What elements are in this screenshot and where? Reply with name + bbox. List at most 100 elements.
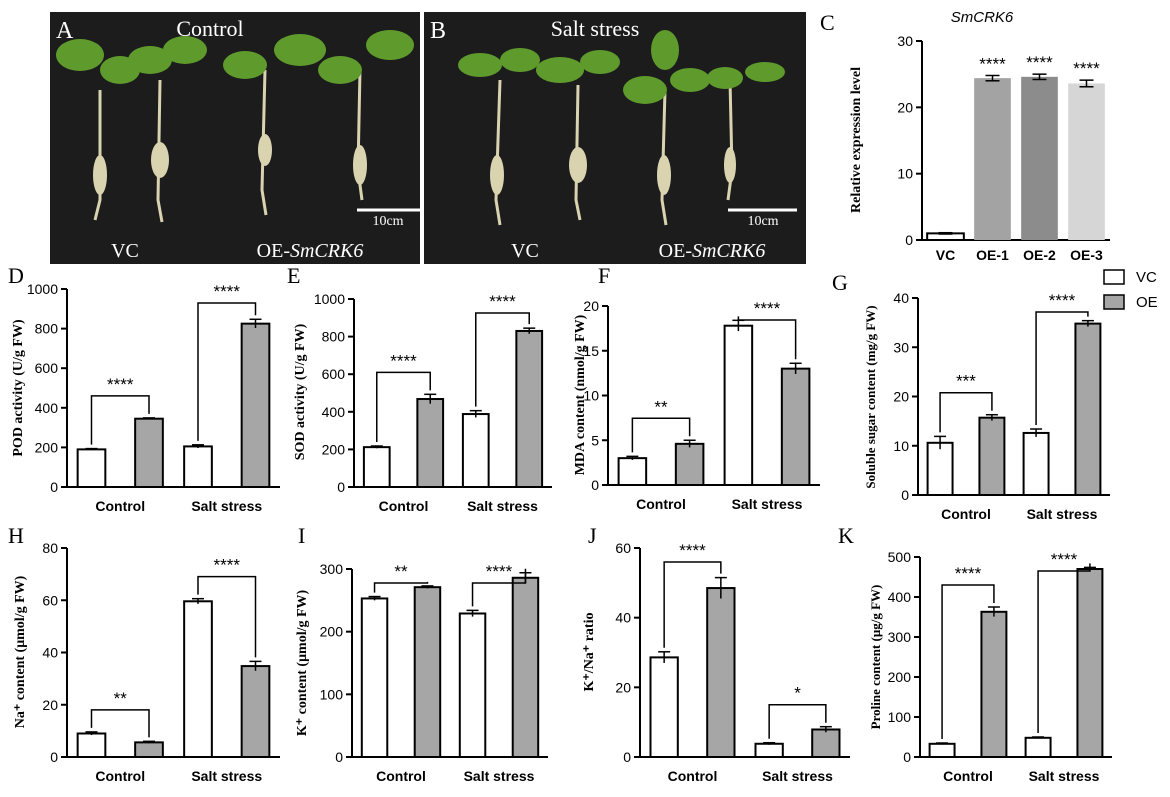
chart-title: SmCRK6 bbox=[951, 9, 1014, 26]
x-tick-label: Control bbox=[941, 506, 991, 522]
y-tick-label: 500 bbox=[888, 549, 912, 565]
panel-label-e: E bbox=[287, 263, 300, 288]
bar-oe-salt-stress bbox=[240, 665, 271, 759]
significance-bracket bbox=[631, 417, 691, 453]
x-tick-label: Control bbox=[376, 768, 426, 784]
significance-label: *** bbox=[956, 372, 976, 391]
significance-bracket bbox=[939, 391, 993, 433]
y-tick-label: 80 bbox=[42, 540, 58, 556]
bar-oe-salt-stress bbox=[511, 576, 540, 758]
photo-b-scale-label: 10cm bbox=[747, 214, 778, 229]
bar-oe-control bbox=[134, 741, 164, 758]
significance-label: **** bbox=[679, 541, 706, 560]
significance-bracket bbox=[197, 302, 257, 441]
y-tick-label: 30 bbox=[893, 339, 909, 355]
y-tick-label: 5 bbox=[591, 432, 599, 448]
significance-bracket bbox=[475, 312, 530, 407]
y-tick-label: 100 bbox=[320, 686, 344, 702]
y-tick-label: 20 bbox=[42, 697, 58, 713]
bar-vc-control bbox=[926, 441, 954, 497]
bar-vc-control bbox=[76, 732, 107, 758]
significance-label: **** bbox=[1051, 550, 1078, 569]
bar-oe-1 bbox=[974, 78, 1011, 240]
photo-a-panel-label: A bbox=[56, 18, 74, 44]
significance-bracket bbox=[471, 568, 527, 607]
y-tick-label: 1000 bbox=[314, 291, 345, 307]
plant-illustrations-b bbox=[494, 79, 734, 226]
x-tick-label: Control bbox=[379, 498, 429, 514]
significance-label: **** bbox=[1049, 291, 1076, 310]
y-axis-title: Soluble sugar content (mg/g FW) bbox=[863, 305, 878, 488]
y-tick-label: 300 bbox=[320, 561, 344, 577]
photo-panel-a: A Control 10cm VC OE-SmCRK6 bbox=[50, 12, 420, 264]
significance-label: ** bbox=[654, 397, 668, 416]
x-tick-label: OE-3 bbox=[1070, 247, 1103, 263]
leaf-illustrations-b bbox=[458, 30, 785, 104]
bar-oe-control bbox=[980, 610, 1008, 758]
x-tick-label: Control bbox=[95, 498, 145, 514]
bar-vc-control bbox=[76, 448, 107, 489]
x-tick-label: OE-1 bbox=[976, 247, 1009, 263]
x-tick-label: Salt stress bbox=[1027, 506, 1098, 522]
y-axis-title: K⁺/Na⁺ ratio bbox=[582, 613, 597, 692]
y-tick-label: 0 bbox=[335, 749, 343, 765]
root-illustrations-a bbox=[93, 134, 367, 195]
y-tick-label: 15 bbox=[583, 343, 599, 359]
photo-panel-b: B Salt stress 10cm VC OE-SmCRK6 bbox=[424, 12, 806, 264]
y-axis-title: Na⁺ content (μmol/g FW) bbox=[13, 575, 28, 728]
x-tick-label: Salt stress bbox=[762, 768, 833, 784]
panel-label-c: C bbox=[820, 10, 835, 35]
significance-bracket bbox=[90, 709, 150, 738]
photo-a-background bbox=[50, 12, 420, 264]
panel-label-j: J bbox=[588, 523, 597, 548]
panel-label-g: G bbox=[832, 270, 848, 295]
significance-bracket bbox=[737, 316, 797, 360]
photo-b-vc-label: VC bbox=[511, 240, 539, 262]
x-tick-label: Control bbox=[668, 768, 718, 784]
significance-bracket bbox=[197, 575, 257, 658]
significance-label: **** bbox=[979, 54, 1006, 73]
bar-oe-salt-stress bbox=[811, 728, 841, 759]
bar-oe-salt-stress bbox=[240, 322, 271, 488]
chart-panel-j: J 0 20 40 60 K⁺/Na⁺ ratio **** Control * Salt str… bbox=[582, 523, 850, 784]
legend-label-oe: OE bbox=[1136, 294, 1158, 311]
significance-bracket bbox=[663, 561, 722, 648]
x-tick-label: Salt stress bbox=[467, 498, 538, 514]
y-tick-label: 40 bbox=[615, 610, 631, 626]
x-tick-label: Salt stress bbox=[732, 496, 803, 512]
legend-swatch-vc bbox=[1103, 269, 1125, 285]
photo-a-vc-label: VC bbox=[111, 240, 139, 262]
y-tick-label: 600 bbox=[322, 366, 346, 382]
y-tick-label: 20 bbox=[893, 389, 909, 405]
significance-label: ** bbox=[394, 562, 408, 581]
x-tick-label: Salt stress bbox=[191, 498, 262, 514]
chart-panel-i: I 0 100 200 300 K⁺ content (μmol/g FW) ** Contr… bbox=[295, 523, 548, 784]
y-tick-label: 60 bbox=[42, 592, 58, 608]
y-tick-label: 300 bbox=[888, 629, 912, 645]
chart-panel-e: E 0 200 400 600 800 1000 SOD activity (U/g FW) *… bbox=[287, 263, 552, 514]
y-axis-title: SOD activity (U/g FW) bbox=[293, 323, 308, 460]
y-tick-label: 400 bbox=[35, 400, 59, 416]
photo-a-title: Control bbox=[176, 16, 243, 41]
panel-label-i: I bbox=[298, 523, 305, 548]
significance-bracket bbox=[376, 371, 431, 443]
x-tick-label: Salt stress bbox=[191, 768, 262, 784]
significance-label: ** bbox=[114, 689, 128, 708]
y-tick-label: 200 bbox=[320, 624, 344, 640]
bar-oe-control bbox=[413, 586, 442, 758]
significance-label: **** bbox=[107, 375, 134, 394]
significance-bracket bbox=[373, 581, 429, 593]
bar-vc-salt-stress bbox=[461, 413, 490, 488]
significance-label: **** bbox=[214, 282, 241, 301]
panel-label-d: D bbox=[8, 263, 24, 288]
chart-panel-g: G 0 10 20 30 40 Soluble sugar content (mg/g FW… bbox=[832, 270, 1110, 522]
bar-vc-salt-stress bbox=[754, 742, 784, 758]
legend-label-vc: VC bbox=[1136, 269, 1157, 286]
y-tick-label: 40 bbox=[42, 645, 58, 661]
y-tick-label: 100 bbox=[888, 709, 912, 725]
y-tick-label: 0 bbox=[905, 232, 913, 248]
bar-oe-control bbox=[416, 398, 445, 488]
bar-vc-control bbox=[649, 656, 679, 758]
photo-a-oe-prefix: OE- bbox=[257, 240, 290, 262]
